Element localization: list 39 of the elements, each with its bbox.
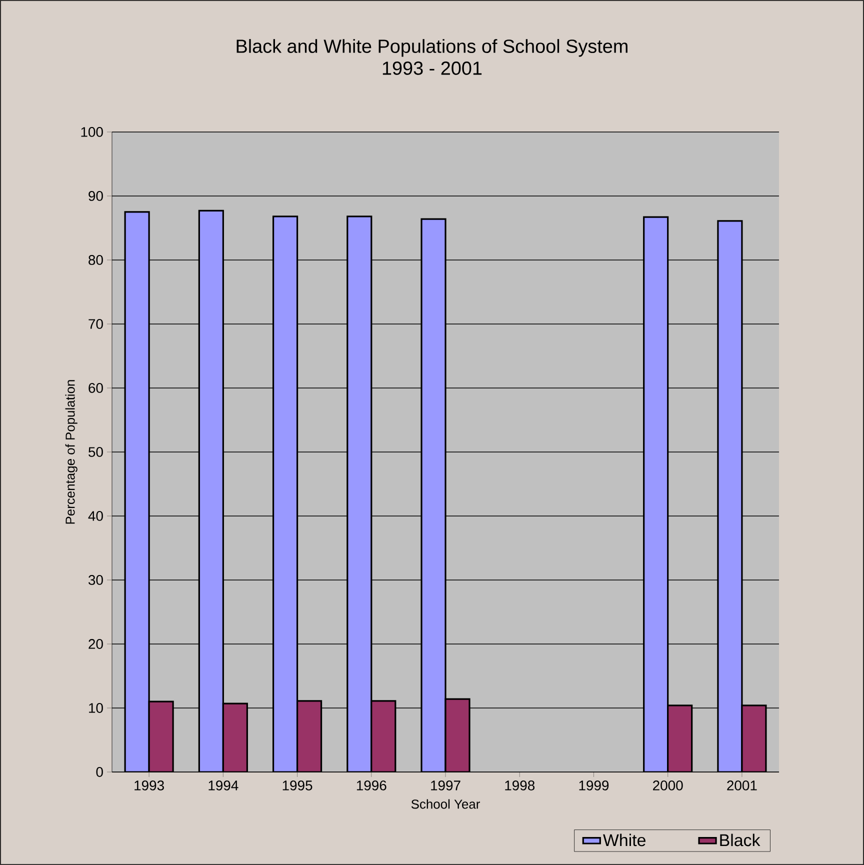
y-tick-label: 0: [96, 767, 103, 777]
y-tick-label: 100: [81, 127, 103, 137]
bar: [667, 704, 693, 772]
y-axis-title: Percentage of Population: [65, 380, 78, 524]
x-tick-label: 1994: [208, 780, 238, 790]
bar: [124, 211, 150, 772]
bar: [717, 220, 743, 772]
x-tick-label: 1995: [282, 780, 312, 790]
y-tick-label: 10: [89, 703, 103, 713]
bar: [643, 216, 669, 772]
bar: [370, 700, 396, 772]
legend-label: Black: [720, 834, 760, 846]
bar: [296, 700, 322, 772]
x-tick-label: 1993: [134, 780, 164, 790]
x-tick-label: 1999: [579, 780, 609, 790]
bar: [272, 216, 298, 772]
y-tick-label: 70: [88, 319, 103, 329]
legend-label: White: [603, 834, 646, 846]
bar: [198, 210, 224, 772]
y-tick-label: 60: [88, 383, 103, 393]
y-tick-label: 30: [88, 575, 103, 585]
y-tick-label: 20: [88, 639, 103, 649]
bar: [148, 700, 174, 772]
x-tick-label: 1997: [431, 780, 460, 790]
x-tick-label: 1996: [356, 780, 386, 790]
bar: [741, 704, 767, 772]
y-tick-label: 50: [88, 447, 103, 457]
bar: [222, 702, 248, 772]
y-tick-label: 90: [88, 191, 103, 201]
x-tick-label: 2000: [653, 780, 683, 790]
bar: [420, 218, 446, 772]
chart-title: Black and White Populations of School System: [236, 39, 628, 57]
chart-subtitle: 1993 - 2001: [382, 61, 482, 75]
y-tick-label: 40: [88, 511, 103, 521]
x-tick-label: 1998: [505, 780, 535, 790]
y-tick-label: 80: [88, 255, 103, 265]
bar: [346, 216, 372, 772]
x-axis-title: School Year: [411, 799, 480, 809]
x-tick-label: 2001: [727, 780, 757, 790]
